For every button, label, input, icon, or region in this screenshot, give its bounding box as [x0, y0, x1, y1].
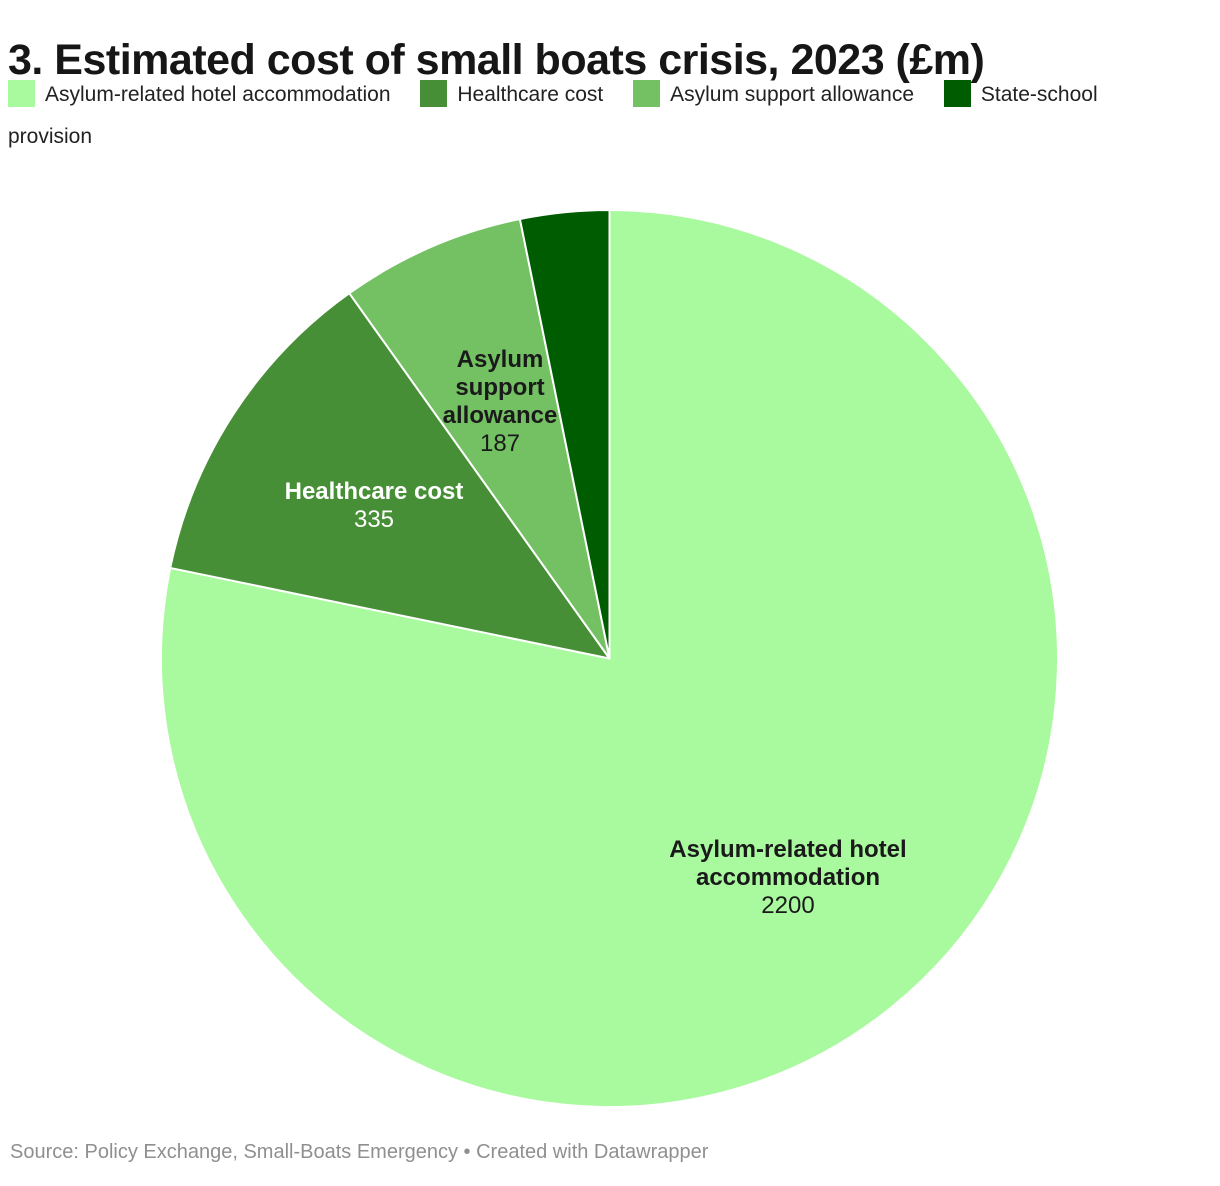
source-note: Source: Policy Exchange, Small-Boats Eme…: [10, 1141, 709, 1163]
legend-item-hotel-accommodation: Asylum-related hotel accommodation: [8, 80, 391, 107]
pie-slice-healthcare-cost[interactable]: [169, 292, 611, 660]
legend-swatch: [633, 80, 661, 107]
legend-swatch: [943, 80, 971, 107]
pie-slice-state-school-provision[interactable]: [518, 209, 611, 660]
legend-item-label: Healthcare cost: [457, 83, 604, 106]
legend: Asylum-related hotel accommodation Healt…: [8, 74, 1200, 158]
legend-item-healthcare-cost: Healthcare cost: [420, 80, 604, 107]
pie-slice-asylum-support-allowance[interactable]: [348, 218, 611, 660]
legend-swatch: [420, 80, 448, 107]
legend-item-label: State-school provision: [8, 83, 1098, 148]
legend-item-asylum-support-allowance: Asylum support allowance: [633, 80, 915, 107]
legend-swatch: [8, 80, 35, 107]
chart-title: 3. Estimated cost of small boats crisis,…: [8, 35, 985, 84]
legend-item-state-school-provision: State-school provision: [8, 80, 1098, 148]
legend-item-label: Asylum-related hotel accommodation: [45, 83, 391, 106]
legend-item-label: Asylum support allowance: [670, 83, 915, 106]
